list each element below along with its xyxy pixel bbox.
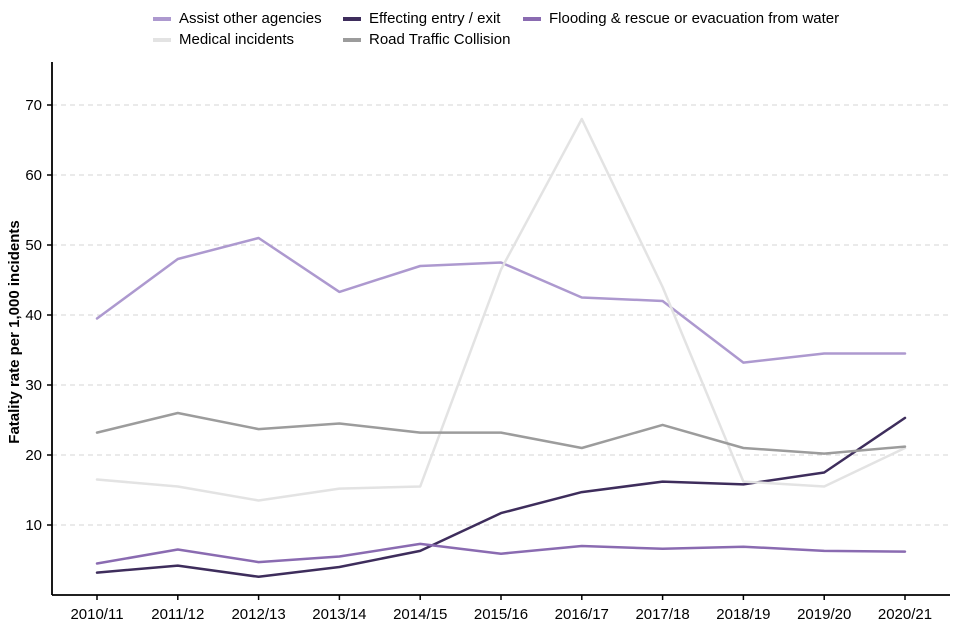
y-tick-label: 60 <box>25 167 42 184</box>
y-tick-label: 20 <box>25 447 42 464</box>
legend-label: Medical incidents <box>179 31 295 48</box>
legend-swatch-road-traffic-collision <box>343 37 361 42</box>
legend-item-road-traffic-collision: Road Traffic Collision <box>343 31 523 48</box>
chart-legend: Assist other agencies Effecting entry / e… <box>153 10 839 48</box>
x-tick-label: 2018/19 <box>716 606 770 623</box>
y-tick-label: 10 <box>25 517 42 534</box>
x-tick-label: 2019/20 <box>797 606 851 623</box>
legend-swatch-effecting-entry-exit <box>343 16 361 21</box>
x-tick-label: 2012/13 <box>231 606 285 623</box>
x-tick-label: 2016/17 <box>555 606 609 623</box>
series-line-medical-incidents <box>95 117 907 502</box>
series-line-road-traffic-collision <box>95 411 907 455</box>
legend-swatch-medical-incidents <box>153 37 171 42</box>
legend-label: Flooding & rescue or evacuation from wat… <box>549 10 840 27</box>
legend-swatch-flooding-rescue-or-evacuation-from-water <box>523 16 541 21</box>
legend-item-effecting-entry-exit: Effecting entry / exit <box>343 10 523 27</box>
legend-label: Effecting entry / exit <box>369 10 501 27</box>
y-tick-label: 30 <box>25 377 42 394</box>
x-tick-label: 2011/12 <box>151 606 204 623</box>
legend-swatch-assist-other-agencies <box>153 16 171 21</box>
x-tick-label: 2014/15 <box>393 606 447 623</box>
legend-item-flooding-rescue-or-evacuation-from-water: Flooding & rescue or evacuation from wat… <box>523 10 839 27</box>
x-tick-label: 2020/21 <box>878 606 932 623</box>
y-tick-label: 50 <box>25 237 42 254</box>
x-tick-label: 2010/11 <box>70 606 123 623</box>
series-line-effecting-entry-exit <box>95 416 907 579</box>
x-tick-label: 2015/16 <box>474 606 528 623</box>
x-tick-label: 2013/14 <box>312 606 366 623</box>
legend-item-medical-incidents: Medical incidents <box>153 31 343 48</box>
y-tick-label: 70 <box>25 97 42 114</box>
y-tick-label: 40 <box>25 307 42 324</box>
series-line-flooding-rescue-or-evacuation-from-water <box>95 542 907 565</box>
series-line-assist-other-agencies <box>95 236 907 364</box>
y-axis-title: Fatality rate per 1,000 incidents <box>6 220 23 444</box>
legend-label: Road Traffic Collision <box>369 31 511 48</box>
legend-item-assist-other-agencies: Assist other agencies <box>153 10 343 27</box>
x-tick-label: 2017/18 <box>635 606 689 623</box>
legend-label: Assist other agencies <box>179 10 322 27</box>
